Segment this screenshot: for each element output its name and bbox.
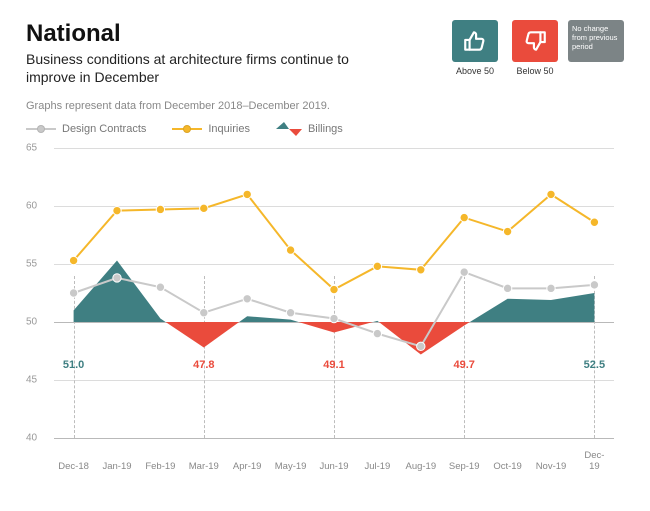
y-tick-label: 65 — [26, 143, 37, 154]
x-tick-label: Dec-18 — [58, 461, 89, 472]
inquiries-line — [74, 195, 595, 290]
billings-area-above — [373, 321, 379, 322]
badge-above-50: Above 50 — [448, 20, 502, 76]
chart: 40 45 50 55 60 65 Dec-18 Jan-19 Feb-19 Mar-19 Apr-… — [26, 142, 618, 472]
x-tick-label: Jun-19 — [319, 461, 348, 472]
thumbs-down-icon — [512, 20, 558, 62]
x-tick-label: May-19 — [275, 461, 307, 472]
x-tick-label: Oct-19 — [493, 461, 522, 472]
legend-label: Billings — [308, 123, 343, 135]
legend-design-contracts: Design Contracts — [26, 123, 146, 135]
y-tick-label: 50 — [26, 317, 37, 328]
billings-area-above — [74, 261, 166, 322]
legend: Design Contracts Inquiries Billings — [26, 122, 624, 136]
inquiries-marker — [503, 228, 511, 236]
y-tick-label: 40 — [26, 433, 37, 444]
badge-below-label: Below 50 — [516, 66, 553, 76]
x-tick-label: Sep-19 — [449, 461, 480, 472]
x-tick-label: Aug-19 — [405, 461, 436, 472]
inquiries-marker — [373, 262, 381, 270]
header-row: National Business conditions at architec… — [26, 20, 624, 86]
inquiries-marker — [417, 266, 425, 274]
plot-svg — [54, 148, 614, 438]
inquiries-marker — [243, 191, 251, 199]
x-tick-label: Feb-19 — [145, 461, 175, 472]
design-contracts-marker — [330, 315, 338, 323]
thumbs-up-icon — [452, 20, 498, 62]
x-tick-label: Nov-19 — [536, 461, 567, 472]
x-tick-label: Jan-19 — [102, 461, 131, 472]
badge-below-50: Below 50 — [508, 20, 562, 76]
inquiries-marker — [590, 218, 598, 226]
x-tick-label: Apr-19 — [233, 461, 262, 472]
badge-no-change: No change from previous period — [568, 20, 624, 62]
inquiries-marker — [286, 246, 294, 254]
chart-card: National Business conditions at architec… — [0, 0, 650, 511]
legend-line-icon — [26, 128, 56, 130]
design-contracts-marker — [286, 309, 294, 317]
inquiries-marker — [156, 206, 164, 214]
page-title: National — [26, 20, 386, 48]
callout-value: 52.5 — [584, 359, 605, 371]
design-contracts-marker — [69, 289, 77, 297]
y-tick-label: 45 — [26, 375, 37, 386]
inquiries-marker — [113, 207, 121, 215]
indicator-badges: Above 50 Below 50 No change from previou… — [448, 20, 624, 76]
y-tick-label: 60 — [26, 201, 37, 212]
x-tick-label: Dec-19 — [583, 450, 607, 472]
inquiries-marker — [69, 257, 77, 265]
callout-value: 51.0 — [63, 359, 84, 371]
design-contracts-marker — [200, 309, 208, 317]
x-tick-label: Mar-19 — [189, 461, 219, 472]
callout-value: 49.7 — [453, 359, 474, 371]
design-contracts-marker — [373, 330, 381, 338]
callout-value: 47.8 — [193, 359, 214, 371]
legend-label: Design Contracts — [62, 123, 146, 135]
legend-area-icon — [276, 122, 302, 136]
legend-label: Inquiries — [208, 123, 250, 135]
badge-above-label: Above 50 — [456, 66, 494, 76]
design-contracts-marker — [503, 285, 511, 293]
design-contracts-marker — [417, 343, 425, 351]
design-contracts-marker — [243, 295, 251, 303]
gridline — [54, 438, 614, 439]
callout-value: 49.1 — [323, 359, 344, 371]
legend-line-icon — [172, 128, 202, 130]
design-contracts-marker — [590, 281, 598, 289]
design-contracts-marker — [547, 285, 555, 293]
legend-billings: Billings — [276, 122, 343, 136]
page-subtitle: Business conditions at architecture firm… — [26, 50, 386, 86]
billings-area-above — [470, 293, 595, 322]
design-contracts-marker — [460, 268, 468, 276]
inquiries-marker — [330, 286, 338, 294]
design-contracts-marker — [113, 274, 121, 282]
design-contracts-marker — [156, 283, 164, 291]
chart-caption: Graphs represent data from December 2018… — [26, 100, 624, 112]
inquiries-marker — [547, 191, 555, 199]
billings-area-below — [166, 322, 240, 348]
inquiries-marker — [460, 214, 468, 222]
y-tick-label: 55 — [26, 259, 37, 270]
x-tick-label: Jul-19 — [364, 461, 390, 472]
inquiries-marker — [200, 204, 208, 212]
title-block: National Business conditions at architec… — [26, 20, 386, 86]
legend-inquiries: Inquiries — [172, 123, 250, 135]
